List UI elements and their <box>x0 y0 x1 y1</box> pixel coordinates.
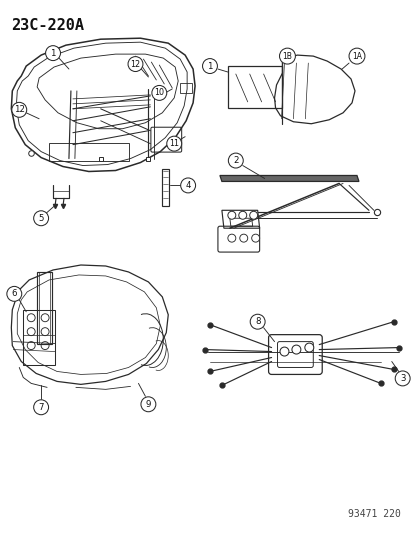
Text: 3: 3 <box>399 374 404 383</box>
Circle shape <box>227 234 235 242</box>
Polygon shape <box>219 175 358 181</box>
Circle shape <box>202 59 217 74</box>
Circle shape <box>291 345 300 354</box>
Circle shape <box>152 85 166 100</box>
Text: 2: 2 <box>233 156 238 165</box>
Bar <box>180 83 192 93</box>
Bar <box>227 66 282 108</box>
Circle shape <box>304 343 313 352</box>
Text: 8: 8 <box>254 317 260 326</box>
Circle shape <box>227 211 235 219</box>
Circle shape <box>239 234 247 242</box>
Text: 1B: 1B <box>282 52 292 61</box>
Bar <box>162 168 169 206</box>
Circle shape <box>12 102 27 117</box>
Text: 7: 7 <box>38 403 44 412</box>
Circle shape <box>251 234 259 242</box>
Circle shape <box>279 347 288 356</box>
Text: 23C-220A: 23C-220A <box>11 18 84 33</box>
Text: 9: 9 <box>145 400 151 409</box>
Circle shape <box>7 286 22 301</box>
Circle shape <box>140 397 155 411</box>
Text: 12: 12 <box>14 106 25 114</box>
Text: 12: 12 <box>130 60 140 69</box>
Text: 1: 1 <box>50 49 56 58</box>
Circle shape <box>249 314 264 329</box>
Circle shape <box>279 48 295 64</box>
Circle shape <box>166 136 181 151</box>
Bar <box>49 143 128 160</box>
Circle shape <box>33 211 48 225</box>
Circle shape <box>348 48 364 64</box>
Bar <box>37 272 52 344</box>
Bar <box>23 310 55 366</box>
Text: 5: 5 <box>38 214 44 223</box>
Circle shape <box>33 400 48 415</box>
Circle shape <box>238 211 246 219</box>
Text: 1A: 1A <box>351 52 361 61</box>
Text: 10: 10 <box>154 88 164 98</box>
Text: 4: 4 <box>185 181 190 190</box>
Circle shape <box>45 46 60 61</box>
Circle shape <box>249 211 257 219</box>
Circle shape <box>128 56 142 71</box>
Circle shape <box>228 153 243 168</box>
Text: 1: 1 <box>207 61 212 70</box>
Text: 93471 220: 93471 220 <box>347 508 400 519</box>
Text: 11: 11 <box>169 139 179 148</box>
Text: 6: 6 <box>12 289 17 298</box>
Circle shape <box>394 371 409 386</box>
Circle shape <box>180 178 195 193</box>
